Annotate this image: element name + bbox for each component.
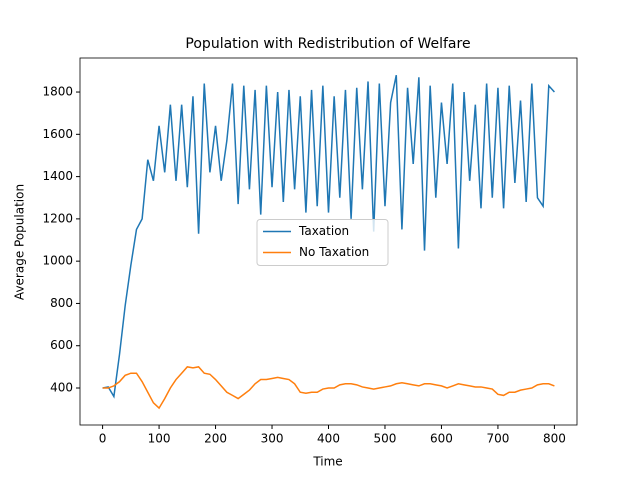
- x-tick-label: 600: [430, 432, 453, 446]
- y-tick-label: 600: [50, 338, 73, 352]
- series-line: [102, 366, 555, 410]
- x-tick-label: 700: [486, 432, 509, 446]
- y-tick-label: 1600: [42, 127, 73, 141]
- y-axis-label: Average Population: [13, 184, 27, 300]
- series-line: [102, 74, 555, 399]
- x-tick-label: 400: [317, 432, 340, 446]
- legend-label: No Taxation: [299, 245, 369, 259]
- plot-frame: [79, 57, 578, 426]
- y-tick-label: 1000: [42, 254, 73, 268]
- y-tick-label: 1800: [42, 85, 73, 99]
- x-tick-label: 100: [148, 432, 171, 446]
- y-tick-label: 1400: [42, 169, 73, 183]
- x-tick-label: 300: [261, 432, 284, 446]
- x-tick-label: 200: [204, 432, 227, 446]
- y-tick-label: 1200: [42, 211, 73, 225]
- legend-label: Taxation: [298, 224, 349, 238]
- chart-title: Population with Redistribution of Welfar…: [185, 36, 470, 52]
- y-tick-label: 800: [50, 296, 73, 310]
- x-axis-label: Time: [312, 455, 342, 469]
- x-tick-label: 800: [543, 432, 566, 446]
- x-tick-label: 0: [99, 432, 107, 446]
- y-tick-label: 400: [50, 381, 73, 395]
- x-tick-label: 500: [374, 432, 397, 446]
